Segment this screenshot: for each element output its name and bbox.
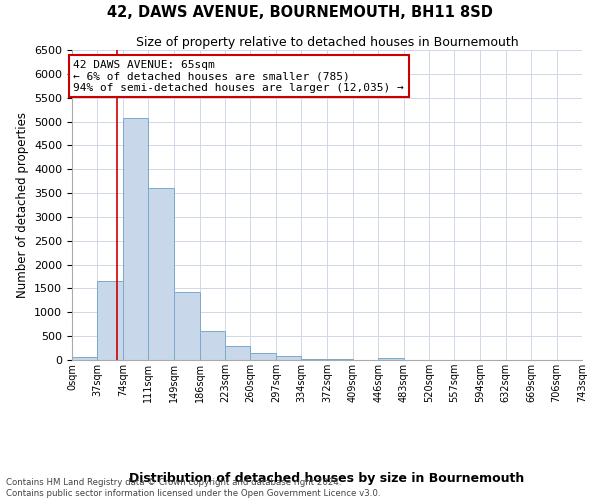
- Text: 42 DAWS AVENUE: 65sqm
← 6% of detached houses are smaller (785)
94% of semi-deta: 42 DAWS AVENUE: 65sqm ← 6% of detached h…: [73, 60, 404, 92]
- Bar: [123, 118, 148, 360]
- Bar: [225, 346, 250, 360]
- Y-axis label: Number of detached properties: Number of detached properties: [16, 112, 29, 298]
- Bar: [174, 292, 200, 360]
- Bar: [200, 331, 225, 360]
- X-axis label: Distribution of detached houses by size in Bournemouth: Distribution of detached houses by size …: [130, 472, 524, 484]
- Text: Contains HM Land Registry data © Crown copyright and database right 2024.
Contai: Contains HM Land Registry data © Crown c…: [6, 478, 380, 498]
- Bar: [378, 358, 404, 360]
- Bar: [72, 358, 97, 360]
- Bar: [148, 188, 174, 360]
- Bar: [97, 282, 123, 360]
- Bar: [250, 352, 276, 360]
- Bar: [276, 356, 301, 360]
- Title: Size of property relative to detached houses in Bournemouth: Size of property relative to detached ho…: [136, 36, 518, 49]
- Bar: [301, 358, 328, 360]
- Text: 42, DAWS AVENUE, BOURNEMOUTH, BH11 8SD: 42, DAWS AVENUE, BOURNEMOUTH, BH11 8SD: [107, 5, 493, 20]
